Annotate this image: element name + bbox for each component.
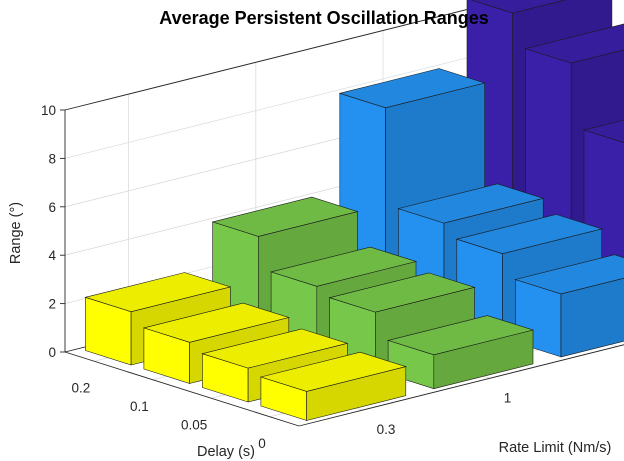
chart-title: Average Persistent Oscillation Ranges: [159, 8, 488, 28]
bar-top-face: [455, 214, 603, 255]
bar: [259, 351, 407, 421]
bar: [328, 272, 476, 371]
bar-top-face: [397, 183, 545, 224]
x-tick-label: 0: [258, 436, 266, 451]
z-tick-label: 8: [48, 151, 56, 166]
bar-top-face: [269, 246, 418, 287]
y-axis-label: Rate Limit (Nm/s): [499, 440, 612, 456]
y-tick-label: 0.3: [377, 422, 396, 437]
bar-top-face: [386, 315, 535, 356]
axes-frame-edge: [298, 344, 624, 427]
z-tick-label: 10: [41, 103, 56, 118]
z-tick-label: 0: [48, 345, 56, 360]
bar-top-face: [211, 196, 359, 237]
bar-top-face: [582, 119, 624, 143]
x-tick-label: 0.2: [71, 380, 90, 395]
bar-top-face: [524, 23, 624, 64]
x-tick-label: 0.1: [130, 399, 149, 414]
axes-frame-edge: [64, 351, 300, 427]
z-tick-label: 2: [48, 297, 56, 312]
bar-side-face: [560, 277, 624, 358]
y-tick-label: 1: [504, 390, 512, 405]
bar-top-face: [514, 254, 624, 295]
bar-top-face: [84, 272, 232, 313]
z-tick-label: 6: [48, 200, 56, 215]
bar-top-face: [142, 302, 290, 343]
bar-top-face: [201, 328, 349, 369]
bar-top-face: [470, 0, 566, 14]
bar-top-face: [259, 351, 407, 392]
bar-top-face: [338, 68, 486, 109]
x-axis-label: Delay (s): [197, 444, 255, 460]
z-axis-label: Range (°): [8, 202, 24, 264]
bars: [84, 0, 624, 421]
x-tick-label: 0.05: [181, 417, 207, 432]
z-tick-label: 4: [48, 248, 56, 263]
bar-top-face: [328, 272, 476, 313]
